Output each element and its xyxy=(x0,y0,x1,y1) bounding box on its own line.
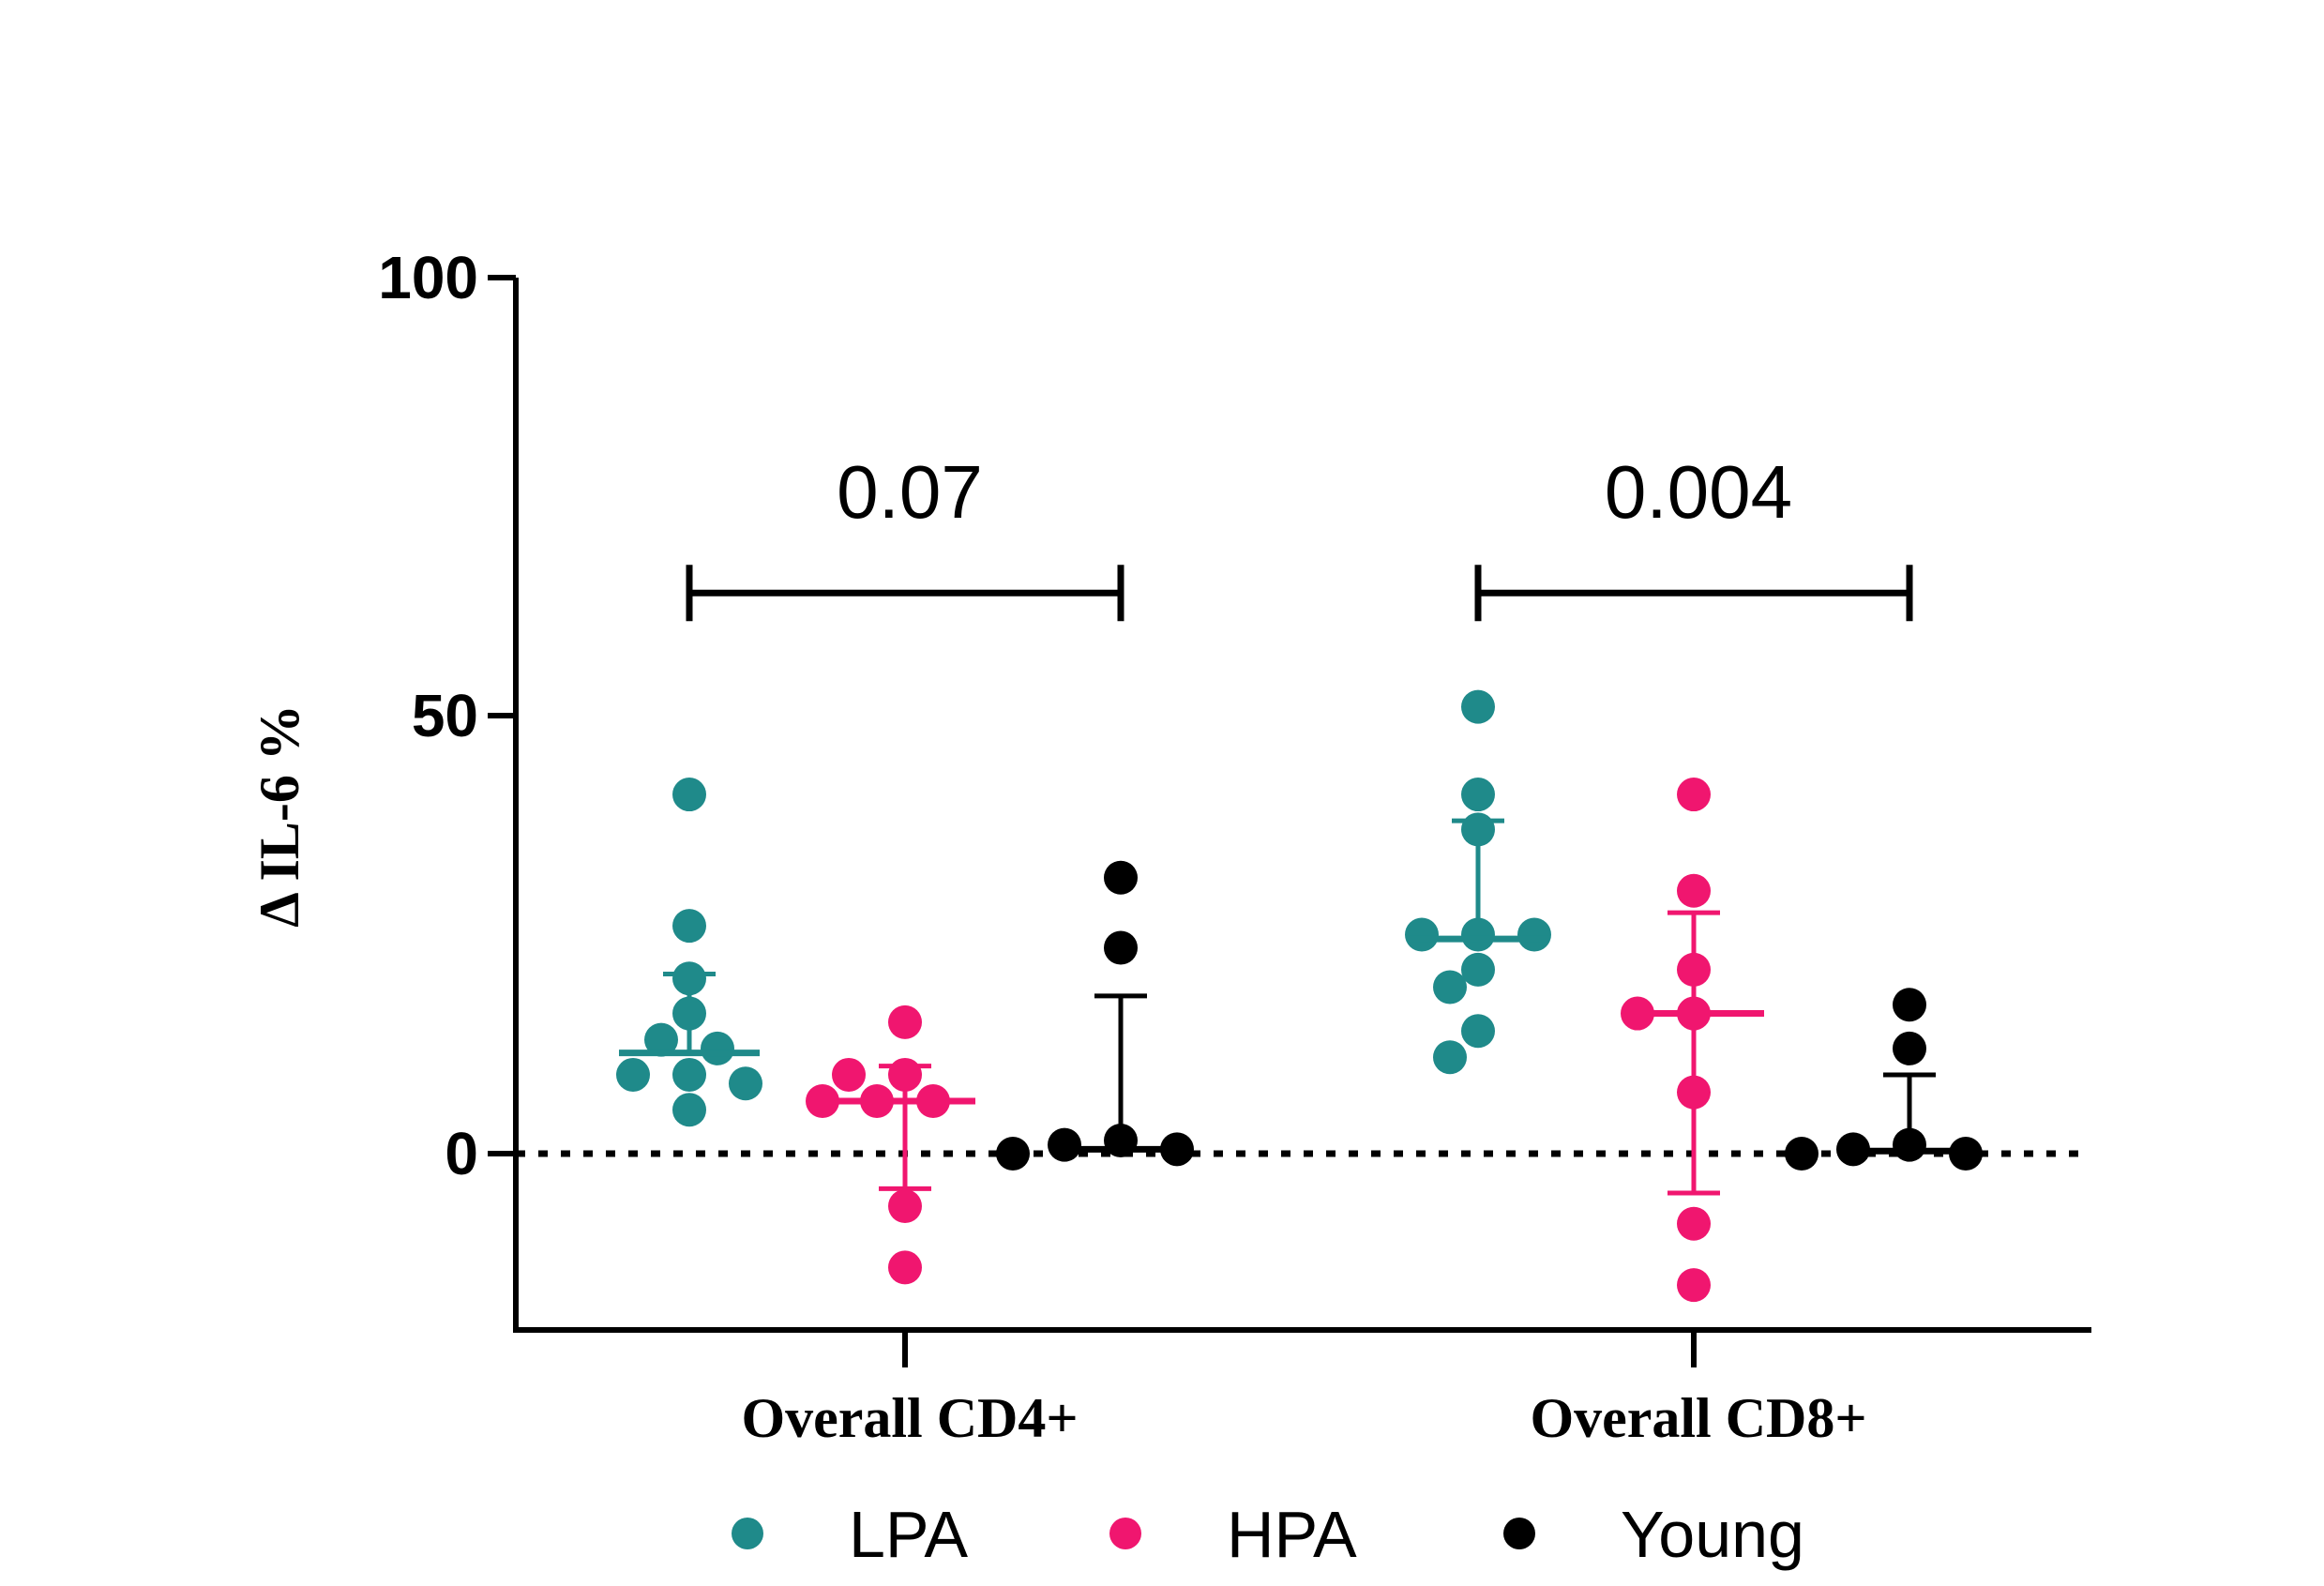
data-point-young xyxy=(1893,1031,1926,1065)
y-tick-label: 100 xyxy=(378,244,478,311)
data-point-lpa xyxy=(672,1093,706,1127)
y-tick-label: 50 xyxy=(412,682,478,749)
data-point-hpa xyxy=(888,1004,922,1039)
data-point-lpa xyxy=(672,961,706,996)
data-point-hpa xyxy=(806,1083,839,1118)
data-point-hpa xyxy=(832,1057,866,1092)
data-point-young xyxy=(996,1137,1030,1171)
data-point-lpa xyxy=(1461,1014,1495,1049)
x-category-label: Overall CD8+ xyxy=(1530,1387,1866,1449)
data-point-hpa xyxy=(1677,1206,1711,1241)
data-point-young xyxy=(1893,1127,1926,1162)
legend: LPA HPA Young xyxy=(732,1498,1804,1571)
data-point-lpa xyxy=(672,1057,706,1092)
data-point-lpa xyxy=(1461,812,1495,847)
data-point-hpa xyxy=(1677,1075,1711,1110)
legend-marker-young xyxy=(1503,1518,1535,1549)
data-point-hpa xyxy=(888,1189,922,1224)
data-point-young xyxy=(1048,1127,1081,1162)
legend-label: Young xyxy=(1621,1498,1804,1571)
data-point-lpa xyxy=(1461,917,1495,952)
data-point-young xyxy=(1893,988,1926,1022)
chart-marks xyxy=(516,565,2091,1303)
data-point-lpa xyxy=(672,909,706,944)
data-point-lpa xyxy=(1433,970,1467,1004)
legend-marker-hpa xyxy=(1109,1518,1141,1549)
data-point-lpa xyxy=(672,778,706,812)
x-category-label: Overall CD4+ xyxy=(741,1387,1078,1449)
p-value-label: 0.07 xyxy=(837,450,983,534)
data-point-hpa xyxy=(888,1250,922,1285)
data-point-hpa xyxy=(1677,1268,1711,1303)
data-point-lpa xyxy=(701,1031,734,1065)
data-point-young xyxy=(1104,860,1138,895)
p-value-label: 0.004 xyxy=(1605,450,1792,534)
chart-labels: 0 50 100 Overall CD4+ Overall CD8+ Δ IL-6 % 0.… xyxy=(249,244,1867,1449)
data-point-lpa xyxy=(1433,1040,1467,1075)
data-point-lpa xyxy=(1405,917,1439,952)
legend-label: LPA xyxy=(849,1498,968,1571)
data-point-lpa xyxy=(672,996,706,1031)
data-point-young xyxy=(1104,930,1138,965)
data-point-hpa xyxy=(1677,873,1711,908)
data-point-lpa xyxy=(644,1022,678,1057)
legend-label: HPA xyxy=(1227,1498,1357,1571)
data-point-hpa xyxy=(1677,952,1711,987)
y-tick-label: 0 xyxy=(445,1120,478,1187)
data-point-hpa xyxy=(888,1057,922,1092)
data-point-lpa xyxy=(1461,952,1495,987)
data-point-hpa xyxy=(1677,778,1711,812)
data-point-young xyxy=(1785,1137,1818,1171)
data-point-lpa xyxy=(729,1066,762,1101)
data-point-lpa xyxy=(616,1057,650,1092)
data-point-lpa xyxy=(1461,689,1495,724)
data-point-lpa xyxy=(1461,778,1495,812)
y-axis-title: Δ IL-6 % xyxy=(249,704,310,928)
data-point-lpa xyxy=(1517,917,1551,952)
axes xyxy=(488,275,2091,1367)
legend-marker-lpa xyxy=(732,1518,763,1549)
